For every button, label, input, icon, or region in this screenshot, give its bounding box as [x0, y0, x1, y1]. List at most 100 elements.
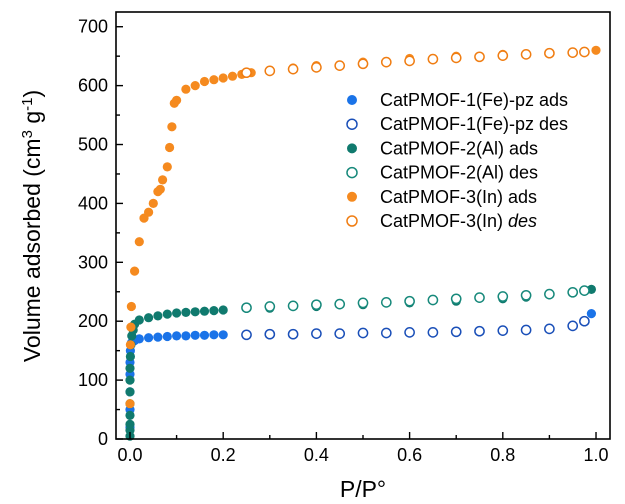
data-point: [404, 327, 415, 338]
legend-label: CatPMOF-2(Al) des: [380, 163, 538, 183]
x-axis-title: P/P°: [340, 476, 386, 502]
data-point: [134, 237, 144, 247]
data-point: [544, 288, 555, 300]
data-point: [579, 46, 590, 58]
data-point: [520, 289, 532, 301]
data-point: [264, 328, 276, 340]
x-tick-label: 1.0: [584, 445, 609, 465]
data-point: [190, 81, 200, 91]
data-point: [148, 198, 158, 208]
data-point: [544, 323, 555, 335]
data-point: [311, 328, 322, 339]
x-tick-label: 0.0: [117, 445, 142, 465]
data-point: [125, 363, 135, 373]
data-point: [209, 306, 219, 316]
data-point: [162, 162, 172, 172]
data-point: [125, 375, 135, 385]
y-axis-title: Volume adsorbed (cm3 g-1): [19, 90, 46, 362]
data-point: [158, 175, 168, 185]
data-point: [380, 56, 392, 68]
data-point: [264, 65, 276, 77]
data-point: [209, 75, 219, 85]
x-axis-ticks: 0.0 0.2 0.4 0.6 0.8 1.0: [117, 432, 609, 465]
data-point: [586, 309, 597, 319]
data-point: [199, 330, 210, 340]
data-point: [218, 73, 228, 83]
data-point: [474, 51, 485, 63]
data-point: [579, 315, 590, 327]
data-point: [126, 301, 136, 312]
data-point: [190, 330, 200, 340]
data-point: [334, 298, 346, 310]
data-point: [450, 326, 462, 338]
data-point: [126, 322, 136, 332]
data-point: [153, 311, 163, 321]
data-point: [450, 293, 462, 305]
data-point: [404, 295, 415, 307]
data-point: [474, 325, 485, 337]
y-tick-label: 600: [78, 76, 108, 96]
data-point: [497, 50, 509, 61]
data-point: [520, 49, 532, 60]
legend-marker: [347, 95, 357, 105]
y-tick-label: 0: [98, 429, 108, 449]
data-point: [199, 306, 210, 316]
data-point: [427, 294, 439, 306]
data-point: [357, 58, 369, 70]
data-point: [172, 95, 182, 105]
data-point: [241, 67, 252, 79]
data-point: [334, 60, 346, 71]
data-point: [497, 325, 509, 336]
data-point: [311, 299, 322, 311]
x-tick-label: 0.8: [490, 445, 515, 465]
data-point: [190, 307, 200, 317]
data-point: [450, 52, 462, 64]
data-point: [199, 76, 210, 87]
data-point: [172, 308, 182, 318]
data-point: [162, 309, 172, 319]
legend-label: CatPMOF-2(Al) ads: [380, 138, 538, 158]
data-point: [357, 327, 369, 339]
data-point: [591, 45, 601, 55]
legend-label: CatPMOF-3(In) ads: [380, 187, 537, 207]
data-point: [134, 334, 144, 344]
data-point: [153, 332, 163, 342]
legend-marker: [346, 118, 358, 130]
data-point: [144, 207, 154, 217]
data-point: [125, 419, 135, 429]
legend-label: CatPMOF-1(Fe)-pz des: [380, 114, 568, 134]
data-point: [287, 63, 299, 75]
data-point: [567, 320, 579, 332]
data-point: [162, 331, 172, 342]
legend-label: CatPMOF-3(In) des: [380, 211, 537, 231]
data-point: [167, 122, 177, 132]
y-tick-label: 700: [78, 17, 108, 37]
legend-marker: [347, 143, 357, 154]
data-point: [125, 351, 135, 362]
data-point: [567, 47, 579, 58]
plot-marks: [125, 45, 601, 441]
y-axis-ticks: 0 100 200 300 400 500 600 700: [78, 17, 123, 449]
data-point: [567, 286, 579, 298]
data-point: [264, 301, 276, 312]
x-tick-label: 0.2: [211, 445, 236, 465]
legend-label: CatPMOF-1(Fe)-pz ads: [380, 90, 568, 110]
data-point: [218, 305, 228, 315]
data-point: [144, 313, 154, 323]
data-point: [181, 307, 191, 317]
y-tick-label: 200: [78, 311, 108, 331]
data-point: [181, 84, 191, 94]
legend-marker: [346, 215, 358, 227]
y-tick-label: 100: [78, 370, 108, 390]
y-tick-label: 500: [78, 135, 108, 155]
data-point: [241, 329, 252, 341]
data-point: [311, 62, 322, 73]
data-point: [427, 327, 439, 338]
data-point: [497, 291, 509, 302]
data-point: [209, 330, 219, 340]
data-point: [427, 53, 439, 65]
legend-marker: [347, 191, 357, 202]
x-tick-label: 0.6: [397, 445, 422, 465]
data-point: [474, 292, 485, 303]
